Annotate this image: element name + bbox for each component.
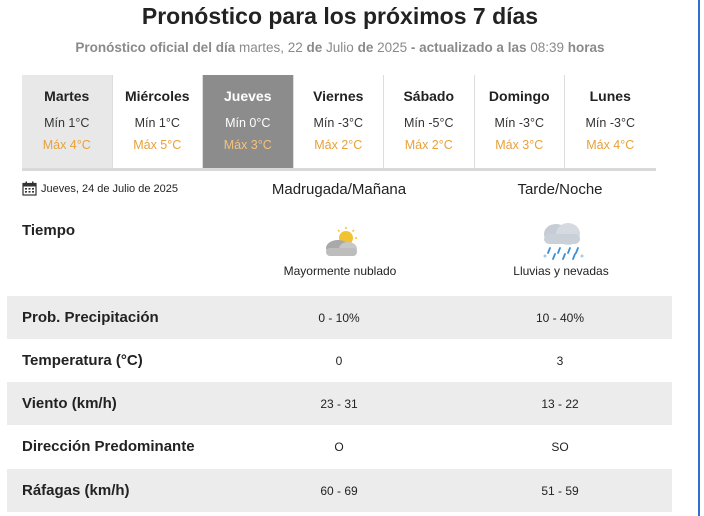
row-label: Dirección Predominante bbox=[22, 438, 195, 455]
page-title: Pronóstico para los próximos 7 días bbox=[141, 3, 539, 29]
column-header-evening: Tarde/Noche bbox=[517, 181, 603, 198]
day-min: Mín -3°C bbox=[313, 116, 363, 130]
right-border bbox=[698, 0, 700, 516]
table-row: Temperatura (°C) 0 3 bbox=[7, 339, 672, 382]
day-min: Mín -3°C bbox=[494, 116, 544, 130]
weather-evening: Lluvias y nevadas bbox=[491, 220, 631, 278]
row-value-evening: 13 - 22 bbox=[541, 396, 579, 411]
row-value-evening: 51 - 59 bbox=[541, 483, 579, 498]
table-row: Viento (km/h) 23 - 31 13 - 22 bbox=[7, 382, 672, 425]
weather-morning: Mayormente nublado bbox=[270, 226, 410, 278]
day-tab-sabado[interactable]: Sábado Mín -5°C Máx 2°C bbox=[384, 75, 475, 168]
day-min: Mín 1°C bbox=[134, 116, 180, 130]
partly-cloudy-icon bbox=[326, 227, 357, 256]
day-max: Máx 5°C bbox=[133, 138, 182, 152]
calendar-icon bbox=[22, 181, 37, 196]
table-row: Ráfagas (km/h) 60 - 69 51 - 59 bbox=[7, 469, 672, 512]
day-name: Lunes bbox=[589, 88, 631, 104]
weather-evening-label: Lluvias y nevadas bbox=[513, 264, 609, 278]
row-label: Temperatura (°C) bbox=[22, 352, 143, 369]
row-label: Ráfagas (km/h) bbox=[22, 482, 130, 499]
row-value-morning: 60 - 69 bbox=[320, 483, 358, 498]
detail-date: Jueves, 24 de Julio de 2025 bbox=[22, 181, 178, 196]
day-max: Máx 2°C bbox=[404, 138, 453, 152]
day-max: Máx 4°C bbox=[42, 138, 91, 152]
day-tab-martes[interactable]: Martes Mín 1°C Máx 4°C bbox=[22, 75, 113, 168]
tabs-divider bbox=[22, 168, 656, 171]
weather-morning-label: Mayormente nublado bbox=[283, 264, 397, 278]
day-max: Máx 2°C bbox=[314, 138, 363, 152]
row-value-evening: SO bbox=[551, 439, 569, 454]
day-name: Martes bbox=[44, 88, 90, 104]
day-tab-lunes[interactable]: Lunes Mín -3°C Máx 4°C bbox=[565, 75, 656, 168]
day-tab-jueves[interactable]: Jueves Mín 0°C Máx 3°C bbox=[203, 75, 294, 168]
day-min: Mín -3°C bbox=[585, 116, 635, 130]
day-max: Máx 3°C bbox=[223, 138, 272, 152]
day-tab-domingo[interactable]: Domingo Mín -3°C Máx 3°C bbox=[475, 75, 565, 168]
column-header-morning: Madrugada/Mañana bbox=[271, 181, 407, 198]
day-min: Mín -5°C bbox=[404, 116, 454, 130]
day-name: Viernes bbox=[313, 88, 364, 104]
day-name: Miércoles bbox=[124, 88, 190, 104]
subtitle: Pronóstico oficial del día martes, 22 de… bbox=[75, 40, 605, 55]
day-tab-miercoles[interactable]: Miércoles Mín 1°C Máx 5°C bbox=[113, 75, 203, 168]
day-tabs: Martes Mín 1°C Máx 4°C Miércoles Mín 1°C… bbox=[22, 75, 656, 168]
tiempo-label: Tiempo bbox=[22, 222, 76, 239]
day-name: Domingo bbox=[488, 88, 550, 104]
day-min: Mín 1°C bbox=[44, 116, 90, 130]
row-value-evening: 10 - 40% bbox=[535, 310, 585, 325]
day-tab-viernes[interactable]: Viernes Mín -3°C Máx 2°C bbox=[294, 75, 384, 168]
table-row: Prob. Precipitación 0 - 10% 10 - 40% bbox=[7, 296, 672, 339]
rain-snow-icon bbox=[543, 223, 584, 260]
day-min: Mín 0°C bbox=[225, 116, 271, 130]
row-value-evening: 3 bbox=[556, 353, 564, 368]
day-max: Máx 4°C bbox=[586, 138, 635, 152]
table-row: Dirección Predominante O SO bbox=[7, 425, 672, 468]
day-name: Sábado bbox=[403, 88, 455, 104]
day-max: Máx 3°C bbox=[495, 138, 544, 152]
row-value-morning: 0 bbox=[335, 353, 343, 368]
row-label: Viento (km/h) bbox=[22, 395, 117, 412]
row-value-morning: O bbox=[334, 439, 344, 454]
detail-date-text: Jueves, 24 de Julio de 2025 bbox=[41, 182, 178, 195]
row-value-morning: 23 - 31 bbox=[320, 396, 358, 411]
row-value-morning: 0 - 10% bbox=[318, 310, 360, 325]
row-label: Prob. Precipitación bbox=[22, 309, 159, 326]
day-name: Jueves bbox=[224, 88, 272, 104]
